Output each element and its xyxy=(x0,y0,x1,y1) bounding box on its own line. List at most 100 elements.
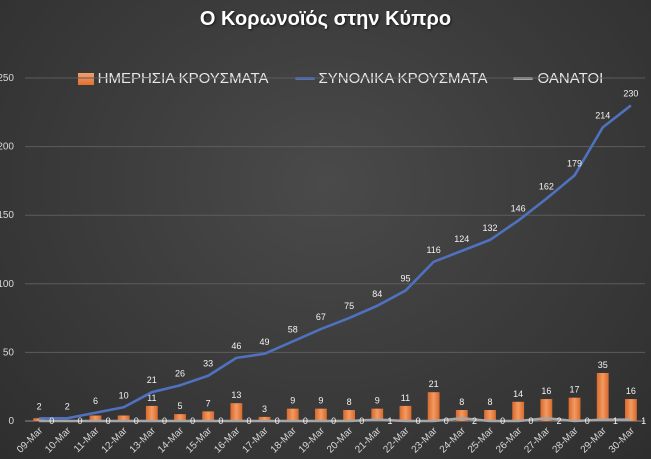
deaths-data-label: 0 xyxy=(303,416,308,426)
deaths-data-label: 0 xyxy=(585,416,590,426)
y-tick-label: 200 xyxy=(0,142,14,153)
bar-daily-cases xyxy=(399,405,412,421)
x-tick-label: 25-Mar xyxy=(466,425,497,456)
x-tick-label: 10-Mar xyxy=(43,425,74,456)
line-deaths xyxy=(39,416,631,423)
bar-daily-cases xyxy=(455,410,468,421)
deaths-data-label: 0 xyxy=(528,416,533,426)
x-tick-label: 13-Mar xyxy=(128,425,159,456)
total-data-label: 2 xyxy=(65,401,70,411)
total-data-label: 179 xyxy=(567,158,582,168)
deaths-data-label: 1 xyxy=(641,416,646,426)
x-tick-label: 22-Mar xyxy=(381,425,412,456)
x-tick-label: 23-Mar xyxy=(410,425,441,456)
bar-daily-cases xyxy=(145,405,158,421)
x-tick-label: 11-Mar xyxy=(72,425,102,455)
bar-daily-cases xyxy=(174,414,186,421)
bar-daily-cases xyxy=(230,403,243,421)
x-tick-label: 16-Mar xyxy=(212,425,243,456)
bar-daily-cases xyxy=(258,416,271,421)
bar-daily-cases xyxy=(568,397,581,421)
x-tick-label: 12-Mar xyxy=(100,425,131,456)
x-tick-label: 27-Mar xyxy=(522,425,553,456)
total-data-label: 49 xyxy=(260,337,270,347)
bar-daily-cases xyxy=(512,401,525,421)
deaths-data-label: 0 xyxy=(359,416,364,426)
total-data-label: 6 xyxy=(93,396,98,406)
bar-data-label: 9 xyxy=(318,396,323,406)
bar-data-label: 14 xyxy=(513,389,523,399)
total-data-label: 21 xyxy=(147,375,157,385)
total-data-label: 116 xyxy=(426,245,440,255)
bar-data-label: 17 xyxy=(570,385,580,395)
x-tick-label: 14-Mar xyxy=(156,425,187,456)
bar-data-label: 11 xyxy=(147,393,156,403)
line-total-cases xyxy=(39,104,632,420)
x-tick-label: 17-Mar xyxy=(240,425,271,456)
bar-daily-cases xyxy=(286,408,299,421)
deaths-data-label: 1 xyxy=(613,416,618,426)
total-data-label: 67 xyxy=(316,312,326,322)
deaths-data-label: 0 xyxy=(247,416,252,426)
bar-data-label: 21 xyxy=(429,379,439,389)
deaths-data-label: 0 xyxy=(416,416,421,426)
bar-data-label: 8 xyxy=(459,397,464,407)
x-tick-label: 09-Mar xyxy=(15,425,46,456)
bar-daily-cases xyxy=(343,410,356,421)
bar-daily-cases xyxy=(117,415,130,421)
deaths-data-label: 2 xyxy=(472,416,477,426)
deaths-data-label: 0 xyxy=(444,416,449,426)
total-data-label: 10 xyxy=(119,390,129,400)
chart-title: Ο Κορωνοϊός στην Κύπρο xyxy=(199,8,452,30)
bar-data-label: 5 xyxy=(177,401,182,411)
bar-daily-cases xyxy=(202,411,215,421)
bar-daily-cases xyxy=(624,399,637,421)
deaths-data-label: 0 xyxy=(162,416,167,426)
bar-daily-cases xyxy=(540,399,553,421)
total-data-label: 95 xyxy=(400,274,410,284)
bar-data-label: 9 xyxy=(375,396,380,406)
total-data-label: 132 xyxy=(482,223,497,233)
bar-data-label: 16 xyxy=(626,386,636,396)
x-tick-label: 15-Mar xyxy=(184,425,215,456)
y-tick-label: 100 xyxy=(0,279,14,290)
bar-data-label: 35 xyxy=(598,360,608,370)
x-tick-label: 30-Mar xyxy=(607,425,638,456)
bar-daily-cases xyxy=(427,392,440,421)
total-data-label: 75 xyxy=(344,301,354,311)
total-data-label: 84 xyxy=(372,289,382,299)
bar-daily-cases xyxy=(89,415,102,421)
bar-daily-cases xyxy=(314,408,327,421)
deaths-data-label: 2 xyxy=(557,416,562,426)
deaths-data-label: 0 xyxy=(49,416,54,426)
total-data-label: 26 xyxy=(175,368,185,378)
total-data-label: 214 xyxy=(595,110,610,120)
y-tick-label: 50 xyxy=(3,347,15,358)
deaths-data-label: 0 xyxy=(106,416,111,426)
bar-daily-cases xyxy=(484,410,496,421)
bar-data-label: 11 xyxy=(401,393,410,403)
total-data-label: 33 xyxy=(203,359,213,369)
bar-daily-cases xyxy=(596,372,609,421)
total-data-label: 124 xyxy=(454,234,469,244)
bar-data-label: 16 xyxy=(541,386,551,396)
y-tick-label: 150 xyxy=(0,210,14,221)
deaths-data-label: 0 xyxy=(331,416,336,426)
total-data-label: 146 xyxy=(511,204,526,214)
deaths-data-label: 0 xyxy=(77,416,82,426)
deaths-data-label: 0 xyxy=(218,416,223,426)
bar-data-label: 8 xyxy=(487,397,492,407)
deaths-data-label: 0 xyxy=(500,416,505,426)
bar-data-label: 8 xyxy=(347,397,352,407)
x-tick-label: 24-Mar xyxy=(438,425,469,456)
bar-data-label: 9 xyxy=(290,396,295,406)
deaths-data-label: 0 xyxy=(275,416,280,426)
x-tick-label: 19-Mar xyxy=(297,425,328,456)
bar-data-label: 7 xyxy=(206,398,211,408)
deaths-data-label: 0 xyxy=(190,416,195,426)
x-tick-label: 28-Mar xyxy=(550,425,581,456)
deaths-data-label: 0 xyxy=(134,416,139,426)
x-tick-label: 29-Mar xyxy=(579,425,610,456)
bar-data-label: 3 xyxy=(262,404,267,414)
deaths-data-label: 1 xyxy=(387,416,392,426)
